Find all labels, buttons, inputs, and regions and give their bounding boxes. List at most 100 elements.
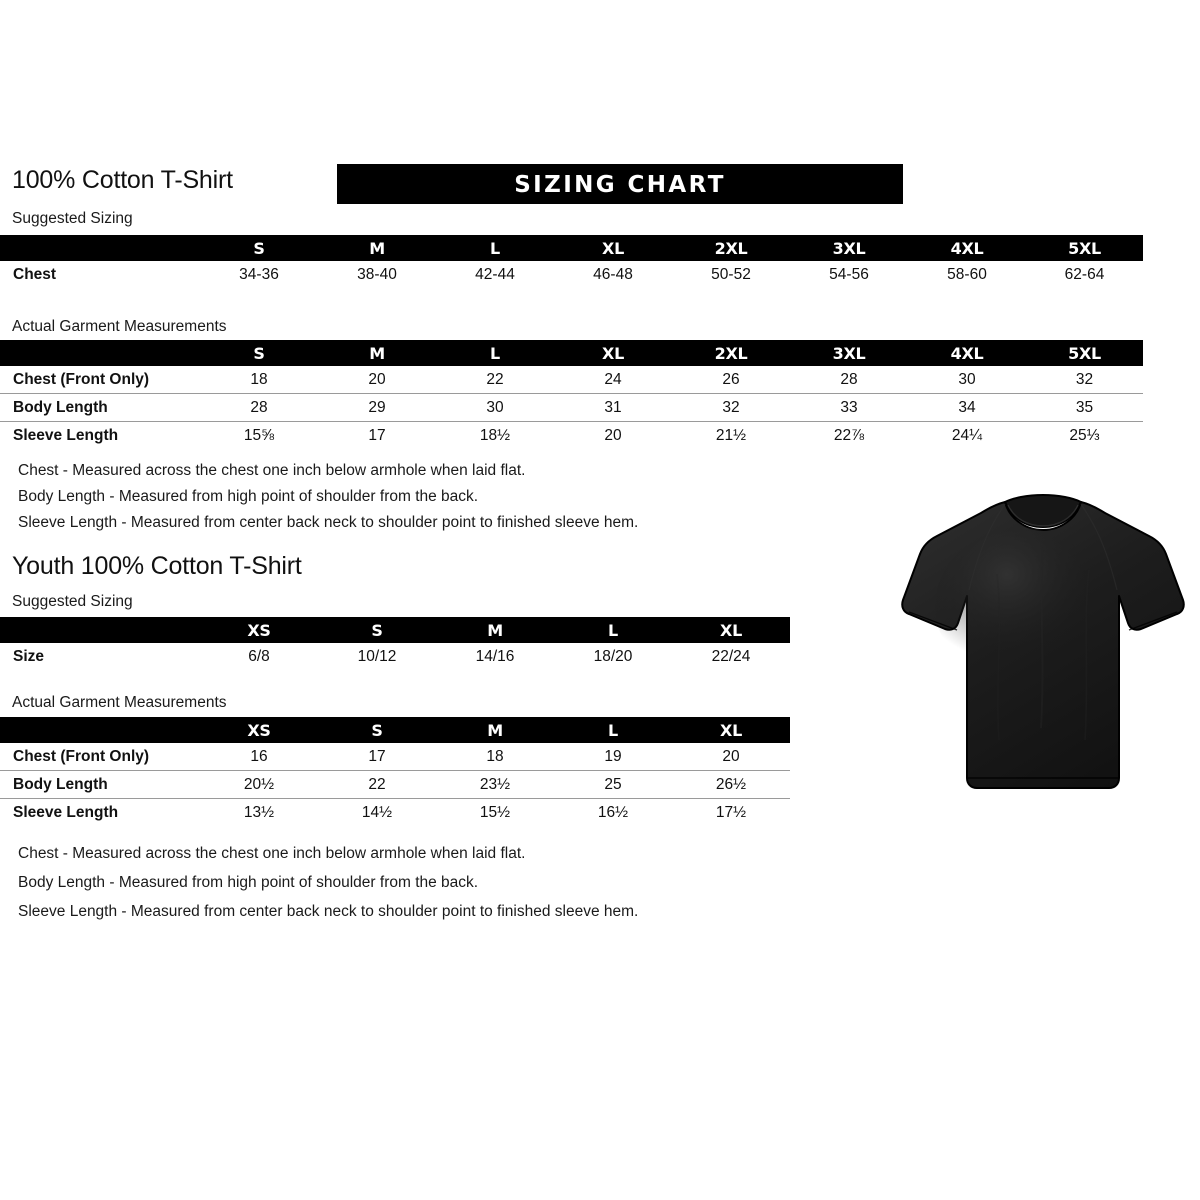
cell-value: 28 [200, 393, 318, 422]
row-label: Sleeve Length [0, 798, 200, 826]
table-header-row: XS S M L XL [0, 617, 790, 643]
cell-value: 20½ [200, 770, 318, 799]
cell-value: 32 [1075, 370, 1094, 388]
cell-value: 31 [554, 393, 672, 422]
column-header-xl: XL [720, 720, 742, 740]
table-row: Chest (Front Only) 16 17 18 19 20 [0, 743, 790, 771]
table-row: Sleeve Length 13½ 14½ 15½ 16½ 17½ [0, 798, 790, 826]
column-header-m: M [369, 343, 385, 363]
cell-value: 6/8 [248, 647, 270, 665]
column-header-label [0, 340, 200, 366]
cell-value: 22 [318, 770, 436, 799]
youth-actual-caption: Actual Garment Measurements [12, 694, 227, 711]
adult-section-title: 100% Cotton T-Shirt [12, 166, 233, 194]
row-label: Body Length [0, 393, 200, 422]
table-header-row: S M L XL 2XL 3XL 4XL 5XL [0, 340, 1143, 366]
cell-value: 46-48 [593, 265, 633, 283]
cell-value: 21½ [672, 421, 790, 449]
row-label: Size [13, 647, 45, 665]
column-header-3xl: 3XL [832, 343, 866, 363]
column-header-3xl: 3XL [832, 238, 866, 258]
cell-value: 22/24 [711, 647, 751, 665]
table-row: Body Length 20½ 22 23½ 25 26½ [0, 770, 790, 799]
row-label: Chest [13, 265, 57, 283]
cell-value: 28 [840, 370, 858, 388]
adult-suggested-caption: Suggested Sizing [12, 210, 133, 227]
column-header-l: L [608, 720, 618, 740]
column-header-label [0, 235, 200, 261]
cell-value: 29 [318, 393, 436, 422]
cell-value: 30 [436, 393, 554, 422]
cell-value: 14½ [318, 798, 436, 826]
column-header-s: S [253, 343, 265, 363]
cell-value: 25 [554, 770, 672, 799]
column-header-m: M [487, 620, 503, 640]
youth-note-body-length: Body Length - Measured from high point o… [18, 874, 479, 891]
youth-note-chest: Chest - Measured across the chest one in… [18, 845, 526, 862]
cell-value: 24¼ [908, 421, 1026, 449]
cell-value: 50-52 [711, 265, 751, 283]
cell-value: 26½ [672, 770, 790, 799]
cell-value: 10/12 [357, 647, 397, 665]
column-header-l: L [490, 343, 500, 363]
column-header-s: S [253, 238, 265, 258]
cell-value: 19 [604, 747, 622, 765]
cell-value: 18 [486, 747, 504, 765]
cell-value: 15½ [436, 798, 554, 826]
cell-value: 18½ [436, 421, 554, 449]
cell-value: 18 [250, 370, 268, 388]
column-header-2xl: 2XL [714, 238, 748, 258]
cell-value: 17½ [672, 798, 790, 826]
column-header-xs: XS [247, 720, 271, 740]
youth-suggested-caption: Suggested Sizing [12, 593, 133, 610]
youth-section-title: Youth 100% Cotton T-Shirt [12, 552, 302, 580]
adult-actual-caption: Actual Garment Measurements [12, 318, 227, 335]
column-header-s: S [371, 620, 383, 640]
cell-value: 34-36 [239, 265, 279, 283]
column-header-l: L [608, 620, 618, 640]
table-row: Chest 34-36 38-40 42-44 46-48 50-52 54-5… [0, 261, 1143, 288]
cell-value: 26 [722, 370, 740, 388]
row-label: Body Length [0, 770, 200, 799]
cell-value: 20 [554, 421, 672, 449]
column-header-5xl: 5XL [1068, 343, 1101, 363]
cell-value: 38-40 [357, 265, 397, 283]
cell-value: 18/20 [593, 647, 633, 665]
cell-value: 23½ [436, 770, 554, 799]
cell-value: 58-60 [947, 265, 987, 283]
adult-note-sleeve-length: Sleeve Length - Measured from center bac… [18, 514, 639, 531]
column-header-xl: XL [602, 238, 624, 258]
row-label: Chest (Front Only) [13, 747, 150, 765]
cell-value: 22 [486, 370, 504, 388]
youth-actual-measurements-table: XS S M L XL Chest (Front Only) 16 17 18 … [0, 717, 790, 826]
cell-value: 14/16 [475, 647, 515, 665]
column-header-label [0, 717, 200, 743]
cell-value: 22⅞ [790, 421, 908, 449]
cell-value: 20 [722, 747, 740, 765]
cell-value: 20 [368, 370, 386, 388]
cell-value: 42-44 [475, 265, 515, 283]
column-header-l: L [490, 238, 500, 258]
cell-value: 34 [908, 393, 1026, 422]
product-image-tshirt [893, 478, 1193, 808]
cell-value: 15⅝ [200, 421, 318, 449]
row-label: Sleeve Length [0, 421, 200, 449]
column-header-xs: XS [247, 620, 271, 640]
column-header-4xl: 4XL [950, 343, 984, 363]
cell-value: 17 [318, 421, 436, 449]
sizing-chart-banner: SIZING CHART [337, 164, 903, 204]
adult-actual-measurements-table: S M L XL 2XL 3XL 4XL 5XL Chest (Front On… [0, 340, 1143, 449]
cell-value: 62-64 [1064, 265, 1105, 283]
cell-value: 30 [958, 370, 976, 388]
cell-value: 13½ [200, 798, 318, 826]
table-row: Chest (Front Only) 18 20 22 24 26 28 30 … [0, 366, 1143, 394]
cell-value: 24 [604, 370, 622, 388]
cell-value: 25⅓ [1026, 421, 1143, 449]
cell-value: 17 [368, 747, 386, 765]
column-header-m: M [369, 238, 385, 258]
tshirt-icon [901, 494, 1185, 789]
column-header-4xl: 4XL [950, 238, 984, 258]
table-row: Body Length 28 29 30 31 32 33 34 35 [0, 393, 1143, 422]
column-header-m: M [487, 720, 503, 740]
